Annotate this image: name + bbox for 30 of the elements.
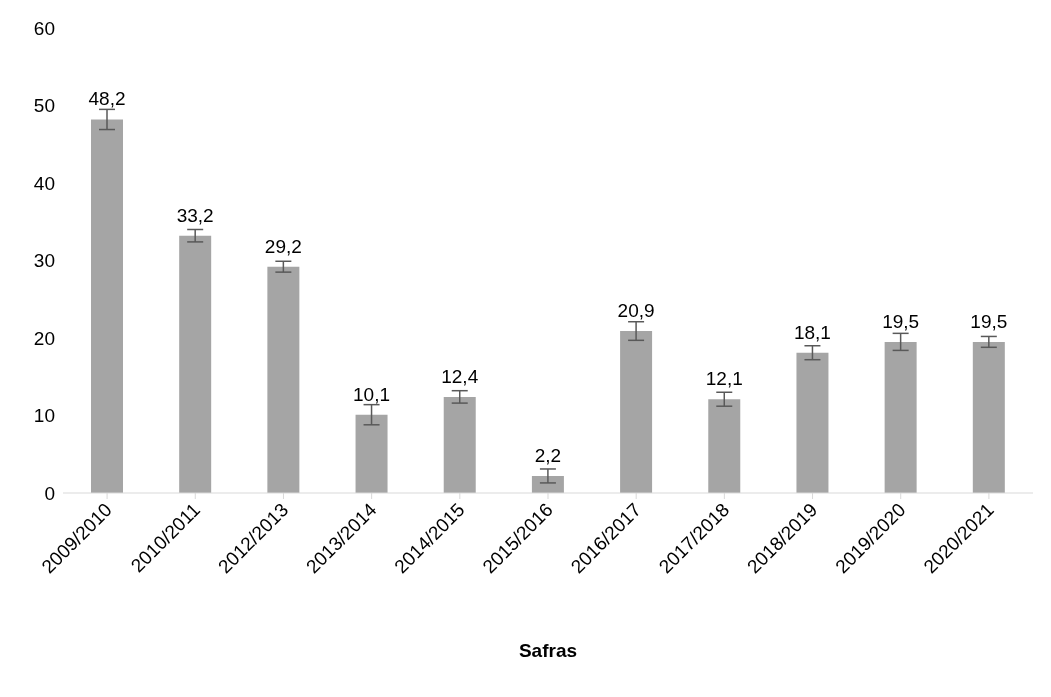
bar [179, 235, 212, 493]
y-tick-label: 10 [33, 405, 55, 427]
bar [796, 352, 829, 493]
data-label: 18,1 [793, 321, 831, 343]
bar [708, 399, 741, 493]
bar [91, 119, 123, 493]
y-tick-label: 60 [33, 17, 55, 39]
bar [355, 414, 388, 493]
y-tick-label: 40 [33, 172, 55, 194]
data-label: 29,2 [264, 235, 302, 257]
y-tick-label: 0 [44, 482, 55, 504]
data-label: 48,2 [88, 88, 126, 110]
data-label: 12,1 [705, 368, 743, 390]
bar [620, 331, 653, 493]
data-label: 12,4 [441, 365, 479, 387]
data-label: 10,1 [353, 383, 391, 405]
data-label: 33,2 [176, 204, 214, 226]
data-label: 19,5 [882, 310, 920, 332]
y-tick-label: 20 [33, 327, 55, 349]
bar [531, 475, 564, 493]
x-axis-title: Safras [517, 640, 579, 662]
data-label: 2,2 [534, 444, 562, 466]
bar [884, 341, 917, 493]
bar [267, 266, 300, 493]
bar [443, 396, 476, 493]
y-tick-label: 30 [33, 250, 55, 272]
bar [972, 341, 1005, 493]
y-tick-label: 50 [33, 95, 55, 117]
data-label: 19,5 [970, 310, 1008, 332]
data-label: 20,9 [617, 300, 655, 322]
